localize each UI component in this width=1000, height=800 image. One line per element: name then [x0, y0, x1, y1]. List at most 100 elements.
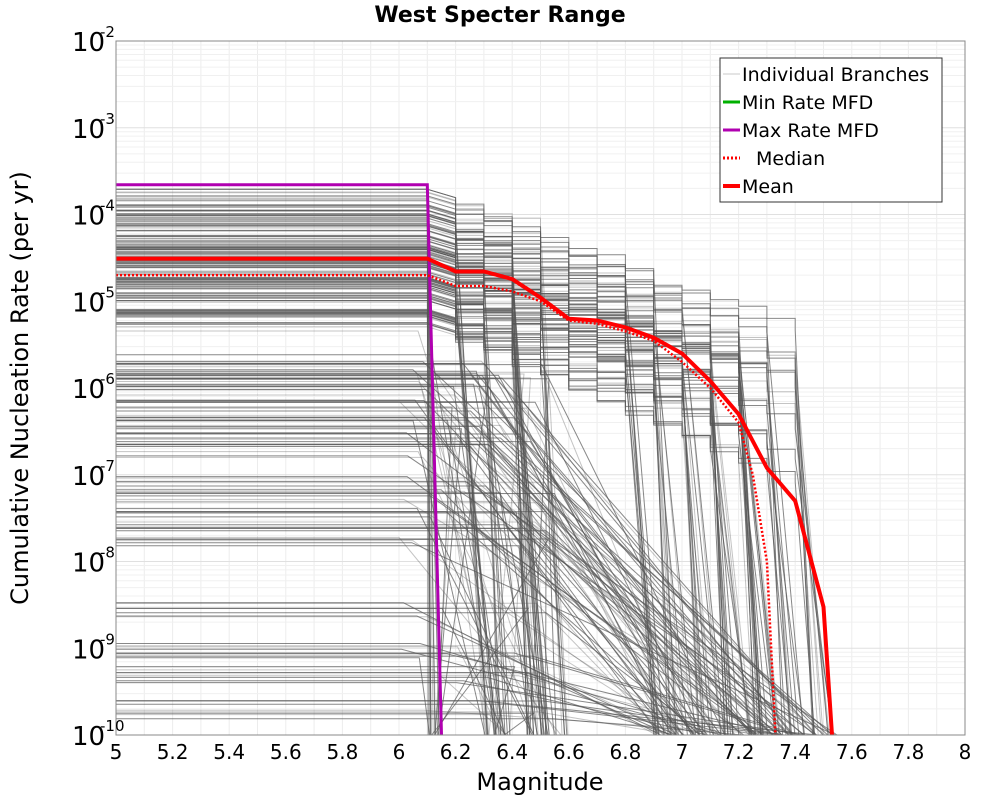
branch-line: [116, 309, 787, 736]
branch-line: [116, 364, 726, 736]
branch-line: [116, 225, 528, 736]
x-axis-label: Magnitude: [476, 768, 603, 796]
branch-line: [116, 672, 671, 736]
y-tick-label: 10-8: [72, 544, 115, 579]
branch-line: [116, 361, 829, 736]
branch-line: [116, 456, 664, 736]
branch-line: [116, 294, 762, 736]
branch-line: [116, 718, 743, 736]
branch-line: [116, 301, 434, 736]
branch-line: [116, 373, 790, 736]
x-tick-label: 6.2: [440, 740, 472, 764]
branch-line: [116, 657, 430, 736]
branch-line: [116, 669, 508, 736]
branch-line: [116, 615, 677, 736]
branch-line: [116, 652, 795, 736]
y-tick-base: 10: [72, 375, 105, 405]
legend: Individual Branches Min Rate MFD Max Rate …: [719, 57, 943, 203]
y-tick-exponent: -5: [100, 283, 115, 301]
x-tick-labels: 5 5.2 5.4 5.6 5.8 6 6.2 6.4 6.6 6.8 7 7.2 7.4 7.6 7.8 8: [110, 740, 972, 764]
x-tick-label: 8: [959, 740, 972, 764]
branch-line: [116, 401, 793, 736]
branch-line: [116, 602, 696, 736]
branch-line: [116, 377, 701, 736]
x-tick-label: 6.6: [553, 740, 585, 764]
x-tick-label: 5.4: [213, 740, 245, 764]
branch-line: [116, 507, 533, 736]
branch-line: [116, 602, 665, 736]
branch-line: [116, 384, 679, 736]
branch-line: [116, 682, 806, 736]
branch-line: [116, 521, 743, 736]
y-tick-base: 10: [72, 202, 105, 232]
x-tick-label: 6: [393, 740, 406, 764]
branch-line: [116, 646, 503, 736]
branch-line: [116, 441, 715, 736]
branch-line: [116, 188, 783, 736]
x-tick-label: 7: [676, 740, 689, 764]
branch-line: [116, 383, 538, 736]
y-tick-exponent: -3: [100, 110, 115, 128]
branch-line: [116, 545, 538, 736]
y-axis-label: Cumulative Nucleation Rate (per yr): [6, 171, 34, 605]
branch-line: [116, 394, 736, 736]
branch-line: [116, 655, 800, 736]
series-median: [116, 273, 777, 736]
branch-line: [116, 369, 815, 736]
y-tick-label: 10-2: [72, 23, 115, 58]
branch-line: [116, 312, 502, 736]
branch-line: [116, 381, 720, 736]
branch-line: [116, 433, 677, 736]
branch-line: [116, 493, 672, 736]
branch-line: [116, 530, 773, 736]
branch-line: [116, 406, 453, 736]
y-tick-label: 10-5: [72, 283, 115, 318]
branch-line: [116, 215, 822, 736]
branch-line: [116, 261, 722, 736]
branch-line: [116, 417, 666, 736]
legend-label: Median: [756, 148, 825, 170]
branch-line: [116, 709, 781, 736]
branch-line: [116, 363, 757, 736]
branch-line: [116, 645, 685, 736]
branch-line: [116, 225, 756, 736]
y-tick-base: 10: [72, 462, 105, 492]
branch-line: [116, 527, 755, 736]
branch-line: [116, 451, 557, 736]
branch-line: [116, 206, 815, 736]
branch-line: [116, 512, 756, 736]
branch-line: [116, 446, 695, 736]
branch-line: [116, 378, 490, 736]
branch-line: [116, 711, 676, 736]
x-tick-label: 6.8: [609, 740, 641, 764]
y-tick-label: 10-10: [72, 717, 125, 752]
branch-line: [116, 524, 696, 736]
y-tick-base: 10: [72, 722, 105, 752]
branch-line: [116, 516, 535, 736]
chart-title: West Specter Range: [374, 3, 625, 28]
branch-line: [116, 209, 725, 736]
legend-label: Max Rate MFD: [742, 120, 879, 142]
x-tick-label: 5: [110, 740, 123, 764]
series-mean: [116, 256, 834, 736]
x-tick-label: 6.4: [496, 740, 528, 764]
branch-line: [116, 511, 701, 736]
branch-line: [116, 437, 833, 736]
branch-line: [116, 420, 486, 736]
branch-line: [116, 281, 489, 736]
x-tick-label: 7.6: [836, 740, 868, 764]
branch-line: [116, 612, 706, 736]
branch-line: [116, 416, 669, 736]
branch-line: [116, 512, 543, 736]
branch-line: [116, 489, 677, 736]
y-tick-exponent: -7: [100, 457, 115, 475]
branch-line: [116, 428, 462, 736]
branch-line: [116, 432, 805, 736]
plot-frame: [115, 40, 966, 736]
individual-branches: [116, 188, 838, 736]
branch-line: [116, 540, 685, 736]
branch-line: [116, 374, 694, 736]
branch-line: [116, 296, 672, 736]
